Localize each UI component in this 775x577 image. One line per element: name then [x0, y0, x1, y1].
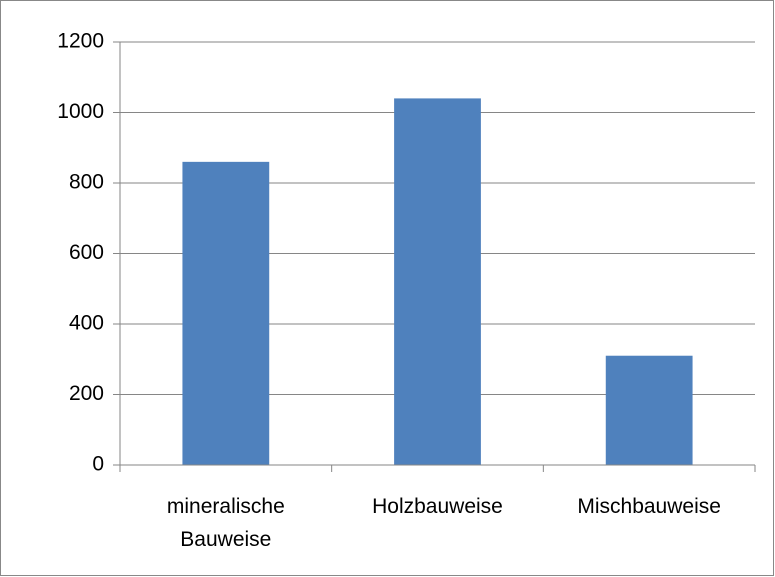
bar	[605, 355, 693, 465]
y-tick-label: 200	[69, 382, 104, 405]
x-tick-label: mineralische Bauweise	[166, 495, 285, 551]
y-tick-label: 600	[69, 241, 104, 264]
y-tick-label: 800	[69, 171, 104, 194]
x-tick-label: Holzbauweise	[372, 495, 503, 518]
y-tick-label: 0	[92, 453, 104, 476]
y-tick-label: 1200	[57, 30, 104, 53]
y-tick-label: 400	[69, 312, 104, 335]
bar	[394, 98, 481, 466]
x-tick-label: Mischbauweise	[577, 495, 721, 518]
y-tick-label: 1000	[57, 100, 104, 123]
bar	[182, 161, 270, 465]
